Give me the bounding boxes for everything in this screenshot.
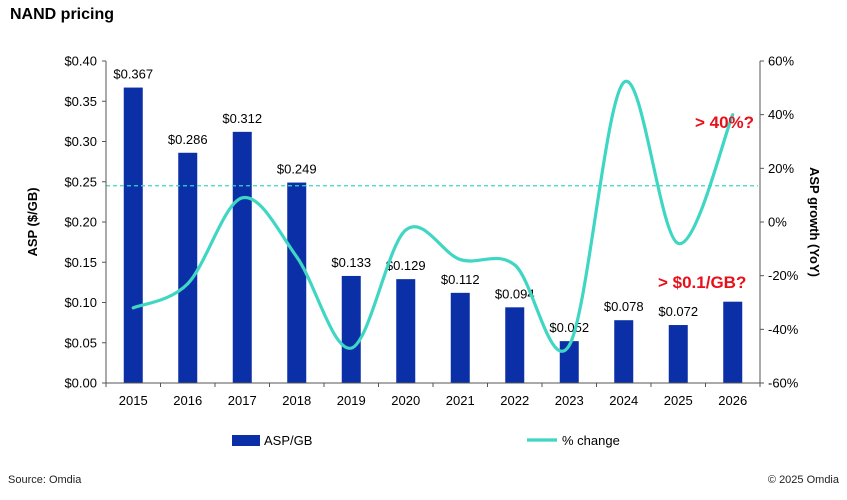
x-tick-label: 2025 bbox=[664, 393, 693, 408]
bar-value-label-2018: $0.249 bbox=[277, 162, 317, 177]
bar-value-label-2016: $0.286 bbox=[168, 132, 208, 147]
legend-swatch-asp bbox=[232, 435, 260, 446]
x-tick-label: 2015 bbox=[119, 393, 148, 408]
bar-value-label-2015: $0.367 bbox=[113, 67, 153, 82]
x-tick-label: 2017 bbox=[228, 393, 257, 408]
y2-tick-label: 20% bbox=[768, 161, 794, 176]
y2-tick-label: 40% bbox=[768, 107, 794, 122]
y-tick-label: $0.25 bbox=[64, 174, 97, 189]
y-tick-label: $0.20 bbox=[64, 215, 97, 230]
y-tick-label: $0.10 bbox=[64, 295, 97, 310]
bar-2020 bbox=[396, 279, 416, 383]
legend-label-change: % change bbox=[562, 433, 620, 448]
x-tick-label: 2016 bbox=[173, 393, 202, 408]
bar-value-label-2025: $0.072 bbox=[658, 304, 698, 319]
y2-tick-label: -40% bbox=[768, 322, 799, 337]
bar-2018 bbox=[287, 182, 307, 383]
x-tick-label: 2026 bbox=[718, 393, 747, 408]
x-tick-label: 2019 bbox=[337, 393, 366, 408]
bar-value-label-2022: $0.094 bbox=[495, 286, 535, 301]
y-tick-label: $0.35 bbox=[64, 94, 97, 109]
bar-2026 bbox=[723, 301, 743, 383]
y2-tick-label: 0% bbox=[768, 215, 787, 230]
y-tick-label: $0.30 bbox=[64, 134, 97, 149]
x-tick-label: 2024 bbox=[609, 393, 638, 408]
bar-2025 bbox=[668, 325, 688, 383]
bar-value-label-2024: $0.078 bbox=[604, 299, 644, 314]
bar-value-label-2023: $0.052 bbox=[549, 320, 589, 335]
y2-tick-label: 60% bbox=[768, 54, 794, 69]
y-tick-label: $0.40 bbox=[64, 54, 97, 69]
y-axis-title: ASP ($/GB) bbox=[25, 187, 40, 256]
x-tick-label: 2022 bbox=[500, 393, 529, 408]
pct-change-line bbox=[131, 79, 735, 353]
bar-value-label-2019: $0.133 bbox=[331, 255, 371, 270]
y2-axis-title: ASP growth (YoY) bbox=[807, 167, 822, 277]
annotation-price: > $0.1/GB? bbox=[658, 273, 746, 292]
bar-value-label-2017: $0.312 bbox=[222, 111, 262, 126]
legend-label-asp: ASP/GB bbox=[264, 433, 312, 448]
y-tick-label: $0.15 bbox=[64, 255, 97, 270]
bar-2024 bbox=[614, 320, 634, 383]
y2-tick-label: -60% bbox=[768, 376, 799, 391]
bar-2016 bbox=[178, 152, 198, 383]
x-tick-label: 2021 bbox=[446, 393, 475, 408]
bar-2017 bbox=[232, 131, 252, 383]
annotation-growth: > 40%? bbox=[695, 113, 754, 132]
y2-tick-label: -20% bbox=[768, 268, 799, 283]
x-tick-label: 2020 bbox=[391, 393, 420, 408]
bar-2022 bbox=[505, 307, 525, 383]
source-note: Source: Omdia bbox=[8, 474, 82, 486]
y-tick-label: $0.00 bbox=[64, 376, 97, 391]
x-tick-label: 2018 bbox=[282, 393, 311, 408]
bar-value-label-2021: $0.112 bbox=[441, 272, 480, 287]
bar-value-label-2020: $0.129 bbox=[386, 258, 426, 273]
x-tick-label: 2023 bbox=[555, 393, 584, 408]
bar-2021 bbox=[450, 292, 470, 383]
bar-2015 bbox=[123, 87, 143, 383]
y-tick-label: $0.05 bbox=[64, 335, 97, 350]
chart-title: NAND pricing bbox=[10, 6, 114, 23]
copyright-note: © 2025 Omdia bbox=[767, 474, 839, 486]
bar-2019 bbox=[341, 275, 361, 383]
